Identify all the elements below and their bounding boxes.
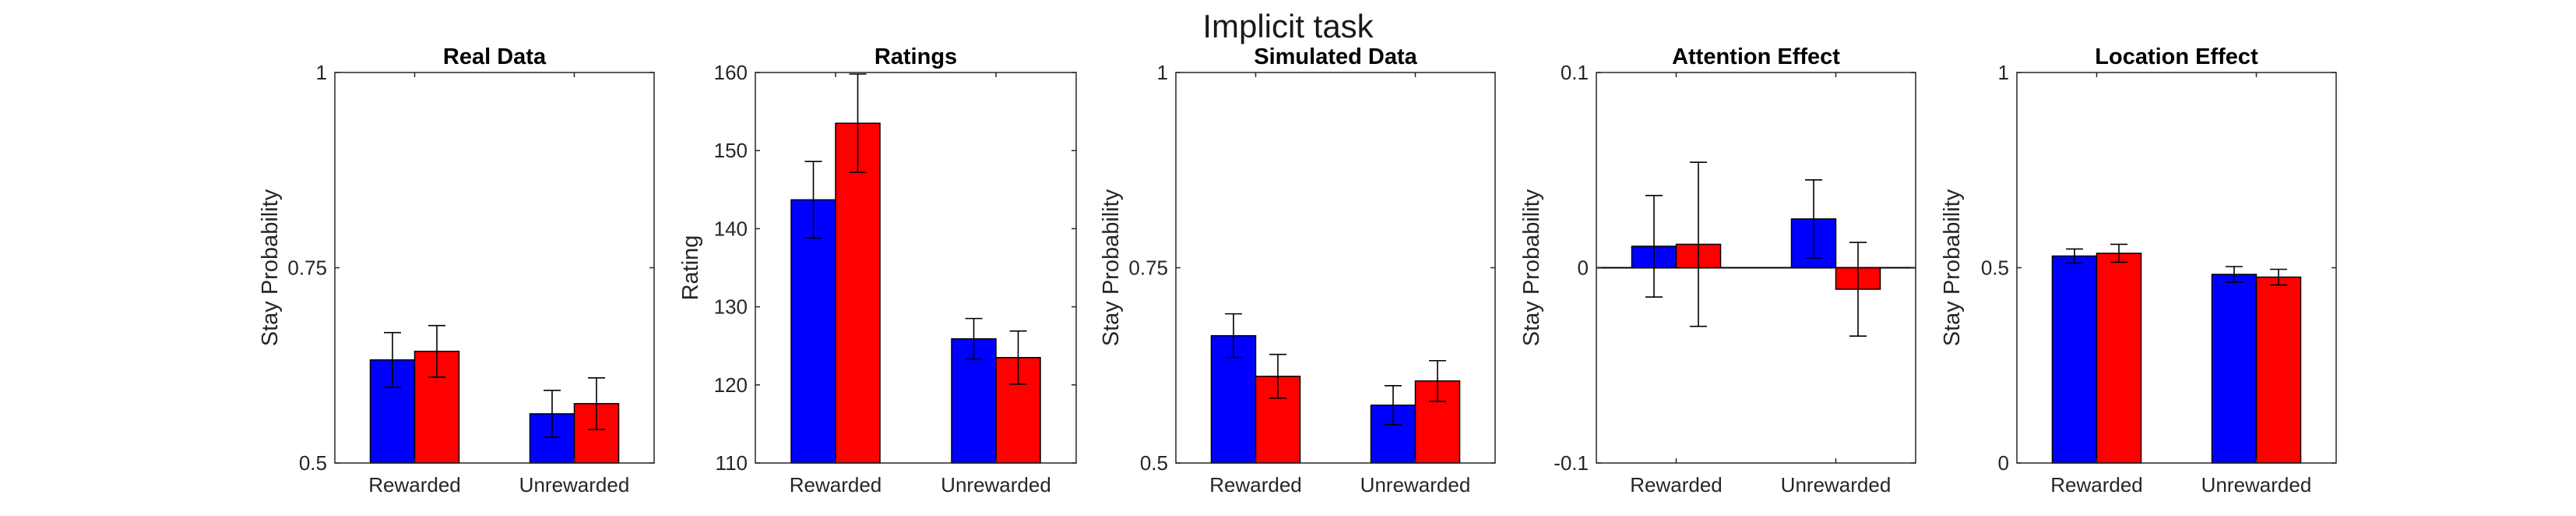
x-tick-label: Unrewarded [1781, 473, 1892, 497]
y-tick-label: 130 [714, 295, 748, 319]
axes-box [1596, 72, 1916, 464]
y-tick-label: 0.5 [1981, 256, 2009, 280]
panel-real-data: Rewarded Unrewarded 0.5 0.75 1 Real Data Stay … [258, 44, 655, 497]
panel-location-effect: Rewarded Unrewarded 0 0.5 1 Location Effect St… [1940, 44, 2337, 497]
y-tick-label: 0.75 [1128, 256, 1168, 280]
y-tick-label: 1 [1157, 61, 1168, 84]
errorbar-real-data-rewarded-s1 [384, 331, 401, 388]
x-tick-label: Unrewarded [941, 473, 1051, 497]
y-tick-label: 1 [1998, 61, 2009, 84]
panel-title: Simulated Data [1254, 44, 1417, 69]
errorbar-attention-effect-rewarded-s1 [1645, 195, 1663, 298]
errorbar-ratings-unrewarded-s2 [1009, 330, 1027, 385]
errorbar-attention-effect-unrewarded-s2 [1849, 242, 1867, 337]
panel-title: Real Data [443, 44, 547, 69]
x-tick-label: Rewarded [790, 473, 882, 497]
y-tick-label: 110 [716, 451, 748, 475]
panel-title: Attention Effect [1672, 44, 1840, 69]
bar-location-effect-unrewarded-s1 [2211, 274, 2258, 464]
y-tick-label: 0.5 [299, 451, 327, 475]
errorbar-ratings-rewarded-s2 [849, 73, 867, 174]
errorbar-attention-effect-unrewarded-s1 [1805, 178, 1822, 259]
y-tick-label: 150 [714, 139, 748, 162]
errorbar-ratings-unrewarded-s1 [965, 317, 983, 360]
errorbar-location-effect-rewarded-s1 [2066, 248, 2083, 264]
errorbar-location-effect-unrewarded-s2 [2270, 268, 2287, 286]
y-tick-label: 0.1 [1561, 61, 1589, 84]
bar-ratings-rewarded-s2 [835, 122, 881, 464]
errorbar-ratings-rewarded-s1 [804, 161, 822, 239]
bar-location-effect-rewarded-s2 [2096, 253, 2142, 464]
errorbar-simulated-data-unrewarded-s1 [1385, 385, 1402, 426]
y-axis-label: Stay Probability [258, 189, 283, 346]
errorbar-attention-effect-rewarded-s2 [1690, 161, 1707, 327]
errorbar-location-effect-rewarded-s2 [2110, 243, 2127, 263]
axes-box [1175, 72, 1496, 464]
x-tick-label: Unrewarded [2201, 473, 2312, 497]
y-axis-label: Rating [678, 235, 703, 301]
x-tick-label: Unrewarded [1360, 473, 1471, 497]
x-tick-label: Rewarded [1630, 473, 1723, 497]
y-tick-label: 0 [1578, 256, 1589, 280]
axes-box [2016, 72, 2337, 464]
bar-location-effect-rewarded-s1 [2051, 255, 2098, 464]
errorbar-simulated-data-unrewarded-s2 [1429, 359, 1446, 402]
x-tick-label: Rewarded [2050, 473, 2143, 497]
errorbar-real-data-rewarded-s2 [428, 324, 445, 378]
y-tick-label: -0.1 [1554, 451, 1589, 475]
panel-title: Ratings [875, 44, 957, 69]
y-tick-label: 0.5 [1140, 451, 1168, 475]
panel-attention-effect: Rewarded Unrewarded -0.1 0 0.1 Attention Effe… [1519, 44, 1916, 497]
figure-suptitle: Implicit task [1202, 8, 1374, 44]
y-tick-label: 0 [1998, 451, 2009, 475]
panel-simulated-data: Rewarded Unrewarded 0.5 0.75 1 Simulated Data… [1099, 44, 1496, 497]
bar-ratings-rewarded-s1 [790, 199, 836, 464]
errorbar-real-data-unrewarded-s1 [544, 390, 561, 438]
bar-location-effect-unrewarded-s2 [2255, 276, 2302, 464]
y-tick-label: 140 [714, 217, 748, 240]
y-tick-label: 120 [714, 373, 748, 397]
errorbar-simulated-data-rewarded-s1 [1225, 313, 1242, 359]
x-tick-label: Rewarded [1209, 473, 1302, 497]
panel-title: Location Effect [2095, 44, 2258, 69]
axes-box [755, 72, 1077, 464]
errorbar-simulated-data-rewarded-s2 [1269, 353, 1286, 399]
y-tick-label: 160 [714, 61, 748, 84]
errorbar-location-effect-unrewarded-s1 [2226, 266, 2243, 283]
axes-box [334, 72, 655, 464]
x-tick-label: Unrewarded [519, 473, 630, 497]
y-axis-label: Stay Probability [1519, 189, 1544, 346]
errorbar-real-data-unrewarded-s2 [588, 376, 605, 430]
panel-ratings: Rewarded Unrewarded 110 120 130 140 150 160 Rati… [678, 44, 1077, 497]
y-tick-label: 1 [316, 61, 327, 84]
y-axis-label: Stay Probability [1099, 189, 1124, 346]
y-tick-label: 0.75 [287, 256, 327, 280]
y-axis-label: Stay Probability [1940, 189, 1965, 346]
x-tick-label: Rewarded [368, 473, 461, 497]
